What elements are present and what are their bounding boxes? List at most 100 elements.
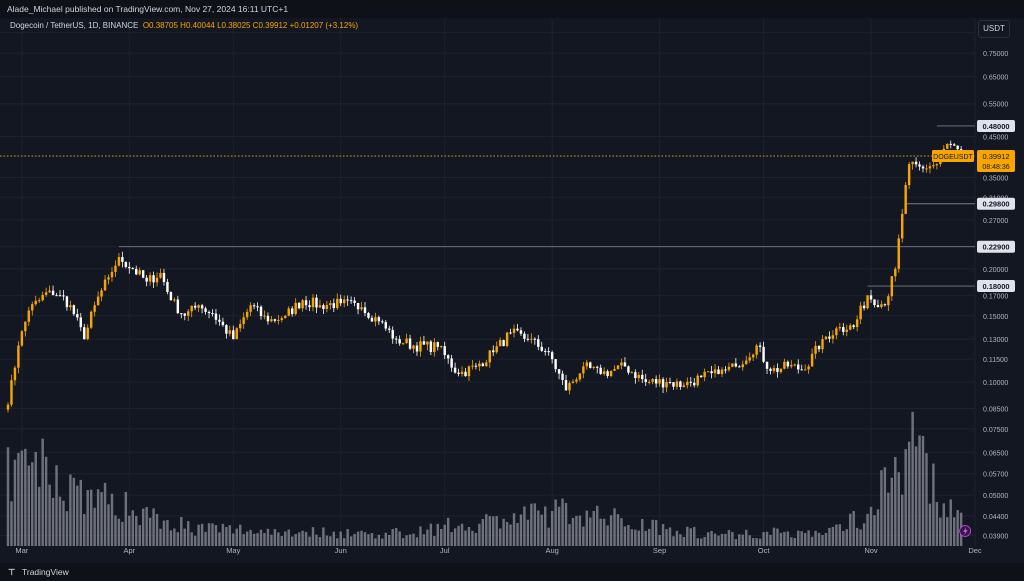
candle-body (810, 353, 814, 367)
volume-bar (748, 535, 751, 546)
volume-bar (751, 537, 755, 546)
candle-body (932, 165, 935, 167)
candle-body (256, 306, 259, 308)
candle-body (266, 315, 270, 322)
candle-body (824, 336, 828, 340)
volume-bar (519, 514, 523, 546)
symbol-tag: DOGEUSDT (933, 154, 973, 161)
volume-bar (173, 528, 176, 546)
price-chart[interactable]: 0.850000.750000.650000.550000.450000.400… (0, 18, 1024, 563)
volume-bar (176, 532, 180, 546)
lightning-icon[interactable] (959, 525, 972, 537)
chart-area[interactable]: 0.850000.750000.650000.550000.450000.400… (0, 18, 1024, 563)
volume-bar (824, 532, 828, 546)
volume-bar (859, 529, 862, 546)
candle-body (6, 404, 10, 410)
volume-bar (405, 535, 408, 546)
volume-bar (141, 508, 145, 546)
candle-body (925, 168, 928, 170)
volume-bar (831, 526, 835, 546)
volume-bar (523, 506, 526, 546)
candle-body (37, 300, 41, 302)
candle-body (443, 346, 446, 356)
candle-body (578, 373, 582, 380)
level-value: 0.29800 (982, 200, 1009, 209)
candle-body (533, 338, 537, 340)
candle-body (62, 295, 65, 297)
candle-body (342, 299, 346, 304)
price-tick-label: 0.15000 (983, 314, 1008, 321)
candle-body (783, 361, 786, 369)
volume-bar (852, 510, 855, 546)
brand-name[interactable]: TradingView (22, 567, 69, 577)
volume-bar (821, 535, 824, 546)
volume-bar (436, 523, 439, 546)
candle-body (370, 317, 374, 322)
candle-body (356, 302, 360, 310)
volume-bar (571, 517, 575, 546)
candle-body (547, 351, 550, 353)
countdown-timer: 08:48:36 (982, 164, 1009, 171)
candle-body (530, 338, 533, 340)
volume-bar (388, 535, 391, 546)
volume-bars (6, 411, 963, 546)
volume-bar (734, 539, 738, 546)
candle-body (453, 367, 457, 373)
volume-bar (582, 526, 585, 546)
candle-body (540, 346, 543, 351)
volume-bar (159, 528, 162, 546)
candle-body (381, 321, 384, 323)
candle-body (259, 306, 263, 317)
candle-body (252, 305, 256, 307)
volume-bar (561, 498, 564, 546)
volume-bar (630, 529, 634, 546)
candle-body (838, 327, 842, 329)
volume-bar (550, 510, 554, 546)
candle-body (48, 290, 51, 293)
volume-bar (135, 515, 138, 546)
volume-bar (270, 534, 273, 546)
volume-bar (155, 514, 159, 546)
candle-body (294, 302, 297, 315)
candle-body (488, 350, 491, 363)
volume-bar (169, 530, 173, 546)
volume-bar (124, 491, 128, 546)
candle-body (914, 161, 918, 165)
volume-bar (602, 518, 606, 546)
volume-bar (17, 452, 20, 546)
volume-bar (873, 515, 876, 546)
volume-bar (842, 530, 845, 546)
candle-body (332, 303, 336, 309)
volume-bar (311, 527, 315, 546)
candle-body (928, 166, 932, 169)
volume-bar (682, 536, 686, 546)
horizontal-levels (0, 125, 975, 287)
volume-bar (658, 535, 661, 546)
candle-body (949, 143, 952, 145)
volume-bar (651, 519, 654, 546)
currency-button[interactable]: USDT (978, 20, 1010, 38)
candle-body (675, 381, 679, 387)
volume-bar (422, 534, 426, 546)
candle-body (41, 294, 44, 301)
candle-body (866, 295, 869, 309)
volume-bar (225, 527, 228, 546)
volume-bar (935, 501, 939, 546)
tradingview-logo-icon[interactable]: ⊤ (8, 567, 16, 577)
volume-bar (758, 538, 762, 546)
candle-body (807, 366, 810, 370)
candle-body (911, 161, 914, 165)
level-value: 0.18000 (982, 282, 1009, 291)
volume-bar (849, 513, 852, 546)
volume-bar (786, 531, 790, 546)
price-tick-label: 0.05700 (983, 472, 1008, 479)
candle-body (845, 329, 848, 332)
volume-bar (121, 521, 124, 546)
volume-bar (89, 489, 93, 546)
volume-bar (623, 526, 627, 546)
candle-body (502, 340, 505, 347)
volume-bar (949, 499, 952, 546)
price-tick-label: 0.06500 (983, 450, 1008, 457)
candle-body (485, 362, 488, 367)
candle-body (110, 271, 114, 278)
